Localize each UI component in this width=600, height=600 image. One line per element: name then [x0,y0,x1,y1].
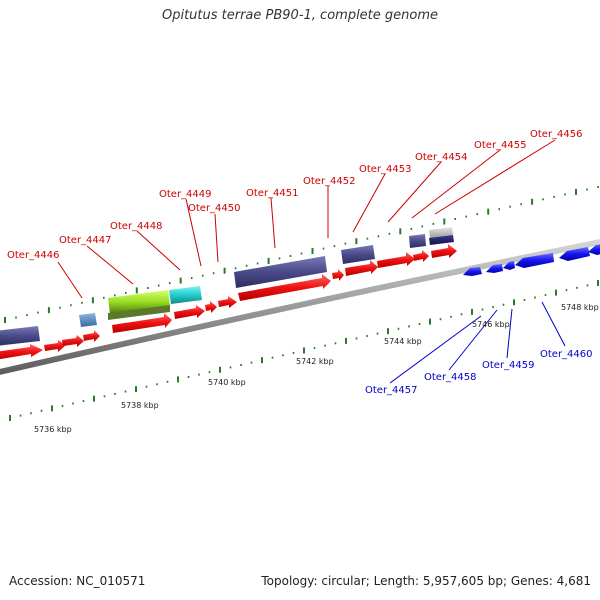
scale-tick-label: 5740 kbp [208,378,246,387]
feature-bar [409,234,426,248]
gene-arrow-forward [238,274,331,301]
scale-tick-label: 5744 kbp [384,337,422,346]
gene-arrow-forward [83,330,100,342]
inner-tick-track [4,186,599,323]
gene-label-forward[interactable]: Oter_4449 [159,189,212,200]
gene-arrow-reverse [503,261,515,270]
gene-label-forward[interactable]: Oter_4454 [415,152,468,163]
genome-summary: Topology: circular; Length: 5,957,605 bp… [261,574,591,588]
feature-bars [0,227,454,346]
gene-label-forward[interactable]: Oter_4446 [7,250,60,261]
reverse-genes [463,244,600,276]
gene-arrow-forward [62,335,84,347]
scale-tick-label: 5736 kbp [34,425,72,434]
gene-arrow-reverse [588,244,600,255]
forward-labels: Oter_4446 Oter_4447 Oter_4448 Oter_4449 … [7,129,583,261]
accession-label: Accession: NC_010571 [9,574,146,588]
gene-label-reverse[interactable]: Oter_4460 [540,349,593,360]
gene-arrow-forward [345,260,378,276]
scale-tick-label: 5748 kbp [561,303,599,312]
gene-label-forward[interactable]: Oter_4455 [474,140,527,151]
gene-label-forward[interactable]: Oter_4451 [246,188,299,199]
reverse-labels: Oter_4457 Oter_4458 Oter_4459 Oter_4460 [365,349,593,396]
gene-arrow-reverse [515,253,554,268]
gene-arrow-forward [431,244,457,258]
gene-arrow-forward [174,305,205,319]
gene-arrow-reverse [559,247,590,261]
feature-bar [429,235,454,245]
forward-genes [0,244,457,360]
gene-label-forward[interactable]: Oter_4452 [303,176,356,187]
gene-arrow-forward [413,250,429,262]
gene-arrow-forward [205,301,217,313]
gene-arrow-forward [218,296,237,308]
gene-label-forward[interactable]: Oter_4450 [188,203,241,214]
scale-tick-label: 5742 kbp [296,357,334,366]
gene-arrow-forward [332,269,344,281]
gene-label-reverse[interactable]: Oter_4459 [482,360,535,371]
gene-label-reverse[interactable]: Oter_4458 [424,372,477,383]
scale-tick-label: 5746 kbp [472,320,510,329]
scale-tick-label: 5738 kbp [121,401,159,410]
feature-bar [108,305,170,320]
gene-arrow-reverse [486,264,503,273]
gene-label-reverse[interactable]: Oter_4457 [365,385,418,396]
gene-arrow-forward [377,252,415,268]
gene-label-forward[interactable]: Oter_4448 [110,221,163,232]
outer-tick-track [9,280,599,421]
gene-label-forward[interactable]: Oter_4447 [59,235,112,246]
genome-backbone [0,239,600,375]
gene-arrow-forward [0,344,43,360]
feature-bar [341,245,375,264]
gene-arrow-reverse [463,267,482,276]
feature-bar [169,286,202,304]
gene-arrow-forward [44,340,66,352]
forward-leader-lines [57,139,556,299]
genome-title: Opitutus terrae PB90-1, complete genome [161,8,439,23]
gene-arrow-forward [112,313,172,333]
gene-label-forward[interactable]: Oter_4456 [530,129,583,140]
feature-bar [429,227,453,238]
feature-bar [0,326,40,346]
scale-labels: 5736 kbp 5738 kbp 5740 kbp 5742 kbp 5744… [34,303,599,434]
feature-bar [79,313,97,327]
feature-bar [234,256,327,288]
reverse-leader-lines [389,301,566,384]
gene-label-forward[interactable]: Oter_4453 [359,164,412,175]
